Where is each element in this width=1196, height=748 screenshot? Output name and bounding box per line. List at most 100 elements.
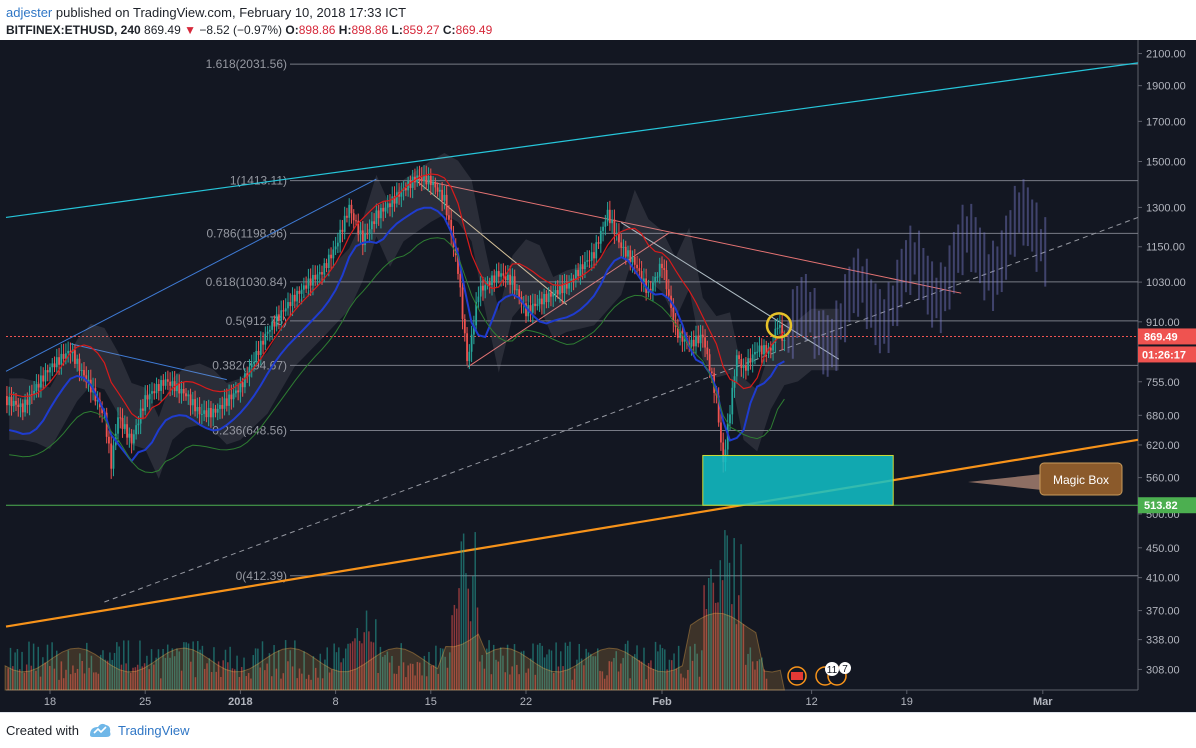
candle-body [420,177,423,181]
volume-bar [236,655,238,690]
volume-bar [620,663,622,690]
candle-body [622,246,625,248]
candle-body [749,358,752,363]
price-scale-area [1138,40,1196,712]
volume-bar [613,657,615,690]
volume-bar [132,667,134,690]
candle-body [731,387,734,415]
y-tick-label: 1300.00 [1146,202,1186,214]
x-tick-label: 22 [520,696,532,708]
candle-body [538,298,541,305]
volume-bar [208,658,211,690]
volume-bar [65,669,67,690]
candle-body [83,370,85,376]
candle-body [189,394,192,406]
candle-body [176,383,178,392]
volume-bar [516,664,518,690]
volume-bar [335,652,338,690]
candle-body [561,285,564,294]
volume-bar [51,642,53,690]
candle-body [275,314,278,327]
candle-body [375,210,378,224]
candle-body [62,353,65,359]
candle-body [246,373,249,377]
candle-body [545,293,548,303]
candle-body [690,339,693,347]
candle-body [169,381,172,386]
volume-bar [532,643,534,690]
volume-bar [176,648,178,690]
volume-bar [495,659,497,690]
volume-bar [606,675,608,690]
volume-bar [414,675,416,690]
volume-ma-area [4,612,786,691]
volume-bar [744,664,747,690]
price-chart[interactable]: 2100.00 1900.00 1700.00 1500.00 1300.00 1150.… [0,40,1196,712]
volume-bar [504,672,507,690]
volume-bar [347,643,349,690]
volume-bar [79,653,81,690]
volume-bar [409,663,412,690]
volume-bar [62,678,65,690]
y-tick-label: 560.00 [1146,473,1180,485]
volume-bar [268,653,271,690]
volume-bar [599,670,601,690]
candle-body [15,400,17,405]
candle-body [210,407,212,418]
volume-bar [573,668,576,690]
tradingview-logo-icon[interactable] [88,721,112,739]
candle-body [205,410,208,418]
volume-bar [338,647,340,690]
volume-bar [88,667,90,690]
chart-area[interactable]: 2100.00 1900.00 1700.00 1500.00 1300.00 1150.… [0,40,1196,712]
volume-bar [564,642,567,690]
candle-body [348,204,351,218]
volume-bar [280,678,282,690]
volume-bar [439,648,442,690]
candle-body [71,350,74,354]
candle-body [540,298,543,305]
candle-body [78,358,81,371]
candle-body [556,290,559,295]
tradingview-brand[interactable]: TradingView [118,723,190,738]
volume-bar [141,666,144,690]
volume-bar [592,656,594,690]
volume-bar [95,672,97,690]
candle-body [631,256,634,263]
volume-bar [213,647,215,690]
volume-bar [402,662,405,690]
volume-bar [684,678,687,690]
volume-bar [631,656,634,690]
candle-body [778,324,781,328]
volume-bar [735,624,738,690]
volume-bar [437,673,439,690]
candle-body [482,285,484,291]
volume-bar [412,663,414,690]
chart-background [0,40,1196,712]
candle-body [110,443,113,469]
candle-body [665,270,668,290]
candle-body [53,363,56,368]
volume-bar [740,544,742,690]
candle-body [253,361,255,364]
volume-bar [18,669,21,690]
candle-body [574,269,577,281]
candle-body [49,367,51,373]
volume-bar [585,648,587,690]
candle-body [6,396,8,406]
volume-bar [37,646,39,690]
author-link[interactable]: adjester [6,5,53,20]
candle-body [472,325,475,335]
last-price-badge-label: 869.49 [1144,331,1178,343]
candle-body [339,229,342,243]
candle-body [425,175,428,185]
volume-bar [277,650,280,690]
volume-bar [86,642,88,690]
last-price-badge-bg [1138,328,1196,345]
event-count-label: 11 [827,665,838,676]
candle-body [597,242,600,244]
blue-ma-line [8,206,785,463]
candle-body [661,263,663,269]
volume-bar [435,645,437,690]
volume-bar [259,667,261,690]
